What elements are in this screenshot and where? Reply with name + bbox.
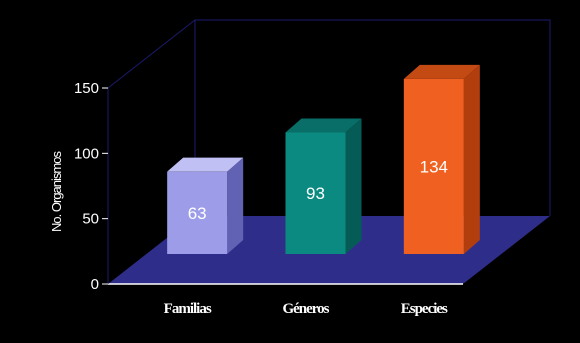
x-axis-labels: Familias Géneros Especies: [164, 301, 449, 317]
bar-1: 93: [285, 118, 362, 254]
x-category-label: Especies: [401, 301, 448, 317]
bar-top: [285, 118, 362, 133]
y-tick-label: 150: [74, 80, 99, 97]
x-category-label: Familias: [164, 301, 212, 317]
bar-value-label: 63: [188, 204, 207, 223]
y-tick-label: 50: [82, 211, 99, 228]
x-category-label: Géneros: [282, 301, 329, 317]
bar-side: [463, 64, 480, 254]
bar-side: [227, 157, 244, 254]
bar-side: [345, 118, 362, 254]
y-axis-label: No. Organismos: [49, 151, 64, 232]
bar-front: [403, 78, 464, 254]
bar-front: [167, 171, 228, 254]
bar-0: 63: [167, 157, 244, 254]
bar-top: [403, 64, 480, 79]
bar-top: [167, 157, 244, 172]
y-tick-label: 100: [74, 145, 99, 162]
bar-front: [285, 132, 346, 254]
bars: 63 93 134: [167, 64, 480, 254]
y-tick-label: 0: [91, 276, 99, 293]
bar-2: 134: [403, 64, 480, 254]
bar-value-label: 134: [420, 157, 448, 176]
y-axis-ticks: 0 50 100 150: [74, 80, 109, 293]
bar-value-label: 93: [306, 184, 325, 203]
